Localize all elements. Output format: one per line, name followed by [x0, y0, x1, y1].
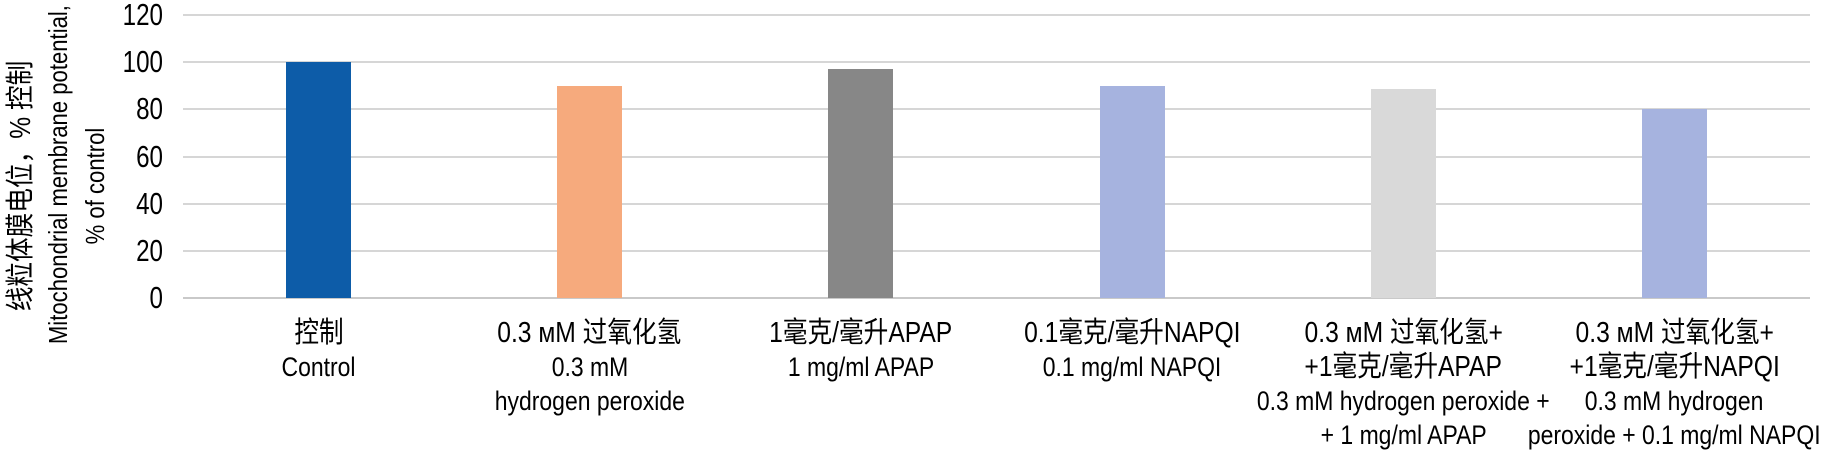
gridline-100 [183, 61, 1810, 64]
y-tick-label-80: 80 [136, 91, 163, 127]
y-tick-label-40: 40 [136, 185, 163, 221]
category-label-line: 0.3 mM [551, 352, 629, 382]
category-label-line: 0.1 mg/ml NAPQI [1042, 352, 1222, 382]
gridline-0 [183, 297, 1810, 299]
category-label-line: 0.3 mM hydrogen [1585, 386, 1764, 416]
gridline-80 [183, 108, 1810, 111]
gridline-120 [183, 14, 1810, 16]
category-label-line: +1毫克/毫升APAP [1304, 351, 1502, 383]
category-label-6: 0.3 мМ 过氧化氢+ +1毫克/毫升NAPQI 0.3 mM hydrogen p… [1504, 316, 1829, 452]
y-axis-title-line: Mitochondrial membrane potential, [42, 5, 73, 345]
category-label-line: hydrogen peroxide [494, 386, 685, 416]
category-label-line: 0.3 mM hydrogen peroxide + [1256, 386, 1550, 416]
category-label-5: 0.3 мМ 过氧化氢+ +1毫克/毫升APAP 0.3 mM hydrogen p… [1233, 316, 1573, 452]
category-label-2: 0.3 мМ 过氧化氢 0.3 mM hydrogen peroxide [420, 316, 760, 418]
y-tick-label-0: 0 [149, 280, 163, 315]
category-label-line: 0.3 мМ 过氧化氢+ [1575, 317, 1774, 349]
category-label-1: 控制 Control [149, 316, 489, 384]
category-label-line: 0.1毫克/毫升NAPQI [1023, 317, 1241, 349]
bar-category-5 [1370, 89, 1436, 298]
y-tick-label-100: 100 [122, 44, 163, 80]
bar-category-4 [1099, 85, 1165, 298]
y-tick-label-60: 60 [136, 138, 163, 174]
category-label-line: 控制 [293, 317, 344, 349]
gridline-40 [183, 202, 1810, 205]
bar-category-2 [557, 85, 623, 298]
y-tick-label-120: 120 [122, 0, 163, 32]
category-label-3: 1毫克/毫升APAP 1 mg/ml APAP [691, 316, 1031, 384]
category-label-line: 0.3 мМ 过氧化氢+ [1304, 317, 1503, 349]
category-label-line: Control [281, 352, 356, 382]
y-tick-label-20: 20 [136, 232, 163, 268]
y-axis-title-line: 线粒体膜电位，% 控制 [4, 60, 37, 312]
bar-category-6 [1641, 109, 1707, 298]
category-label-line: + 1 mg/ml APAP [1320, 420, 1487, 450]
category-label-line: peroxide + 0.1 mg/ml NAPQI [1528, 420, 1821, 450]
category-label-4: 0.1毫克/毫升NAPQI 0.1 mg/ml NAPQI [962, 316, 1302, 384]
category-label-line: 0.3 мМ 过氧化氢 [497, 317, 682, 349]
gridline-60 [183, 155, 1810, 158]
category-label-line: +1毫克/毫升NAPQI [1569, 351, 1780, 383]
category-label-line: 1 mg/ml APAP [787, 352, 935, 382]
bar-category-3 [828, 69, 894, 298]
y-axis-title: 线粒体膜电位，% 控制 Mitochondrial membrane potent… [0, 0, 116, 372]
bar-category-1 [286, 62, 352, 298]
category-label-line: 1毫克/毫升APAP [769, 317, 953, 349]
gridline-20 [183, 249, 1810, 252]
